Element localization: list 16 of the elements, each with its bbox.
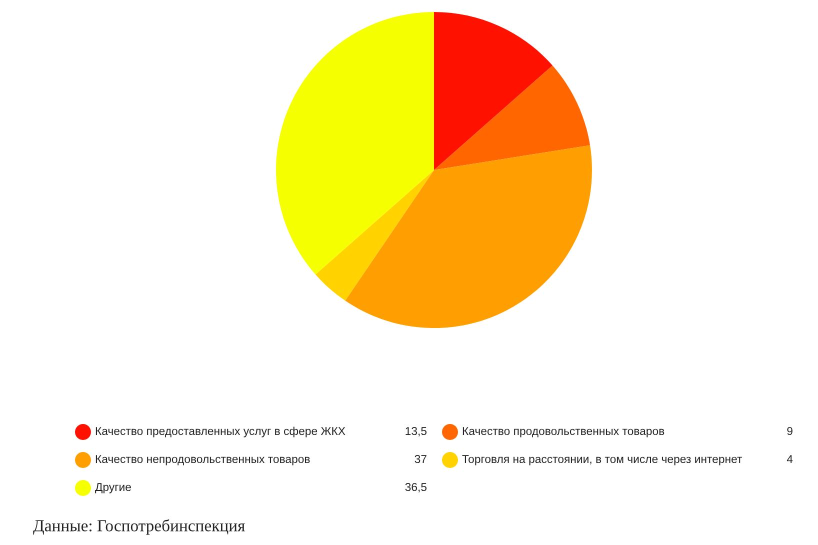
legend-label: Торговля на расстоянии, в том числе через интернет bbox=[462, 455, 742, 466]
text: Данные: Госпотребинспекция bbox=[33, 519, 245, 535]
legend-label: Качество непродовольственных товаров bbox=[96, 455, 310, 466]
legend-label: Другие bbox=[95, 483, 131, 494]
legend-label: Качество предоставленных услуг в сфере ЖКХ bbox=[96, 426, 346, 438]
data-label: 4 bbox=[786, 455, 793, 463]
legend-label: Качество продовольственных товаров bbox=[462, 427, 664, 438]
pie-slice bbox=[276, 12, 434, 274]
data-label: 37 bbox=[414, 454, 426, 464]
data-label: 9 bbox=[787, 426, 792, 436]
data-label: 36,5 bbox=[405, 482, 427, 492]
pie-slice bbox=[434, 12, 553, 170]
pie-slice bbox=[315, 170, 434, 301]
pie-slice bbox=[345, 145, 592, 328]
data-label: 13,5 bbox=[406, 426, 427, 436]
pie-slice bbox=[434, 66, 590, 170]
